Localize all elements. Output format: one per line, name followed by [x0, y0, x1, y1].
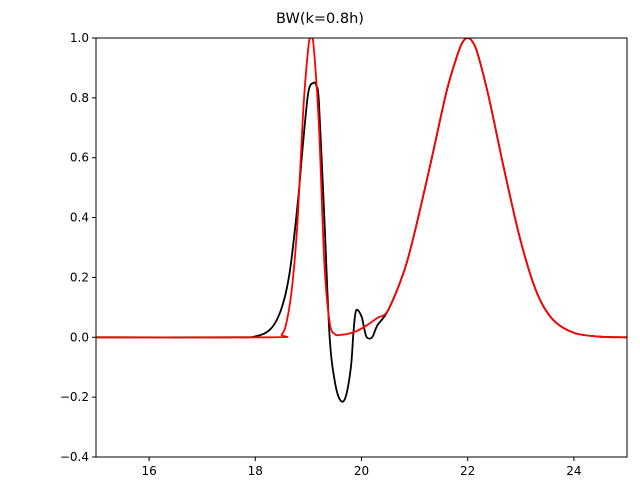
series-line-black	[96, 38, 627, 403]
x-tick-label: 18	[248, 464, 263, 478]
x-tick-label: 20	[354, 464, 369, 478]
series-line-red	[96, 38, 627, 339]
axes-layer: 16 18 20 22 24 −0.4 −0.2 0.0 0.2 0.4 0.6 0.8 1.0	[60, 31, 628, 478]
y-tick-label: 0.6	[70, 151, 89, 165]
chart-title: BW(k=0.8h)	[276, 11, 364, 27]
series-layer	[96, 38, 627, 403]
y-tick-label: 0.8	[70, 91, 89, 105]
y-tick-label: 0.2	[70, 270, 89, 284]
y-tick-label: 1.0	[70, 31, 89, 45]
y-tick-label: −0.2	[60, 390, 89, 404]
y-tick-label: −0.4	[60, 450, 89, 464]
x-tick-label: 24	[566, 464, 581, 478]
x-tick-label: 22	[460, 464, 475, 478]
x-tick-label: 16	[141, 464, 156, 478]
plot-frame	[95, 37, 628, 458]
y-tick-label: 0.4	[70, 211, 89, 225]
y-tick-label: 0.0	[70, 330, 89, 344]
